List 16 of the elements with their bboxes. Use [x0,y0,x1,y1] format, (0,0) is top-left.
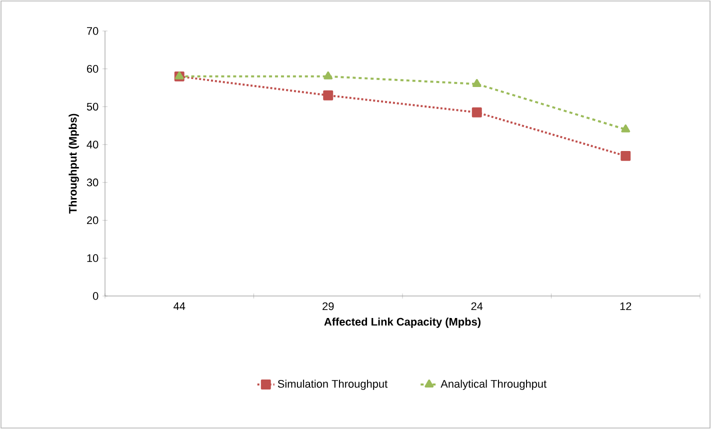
x-tick-label: 44 [174,302,186,310]
y-tick-label: 40 [86,140,98,148]
y-axis-title: Throughput (Mpbs) [68,114,79,214]
y-tick-label: 0 [92,292,98,300]
legend-label: Analytical Throughput [440,380,547,390]
x-tick-label: 29 [322,302,334,310]
x-axis-title: Affected Link Capacity (Mpbs) [324,318,480,328]
y-tick-label: 20 [87,216,98,224]
y-tick-label: 60 [87,64,98,73]
y-tick-label: 30 [86,178,98,186]
legend-label: Simulation Throughput [278,380,388,390]
y-tick-label: 50 [86,102,98,111]
x-tick-label: 12 [620,302,632,310]
x-tick-label: 24 [471,302,483,310]
y-tick-label: 10 [87,254,98,262]
y-tick-label: 70 [87,27,98,35]
